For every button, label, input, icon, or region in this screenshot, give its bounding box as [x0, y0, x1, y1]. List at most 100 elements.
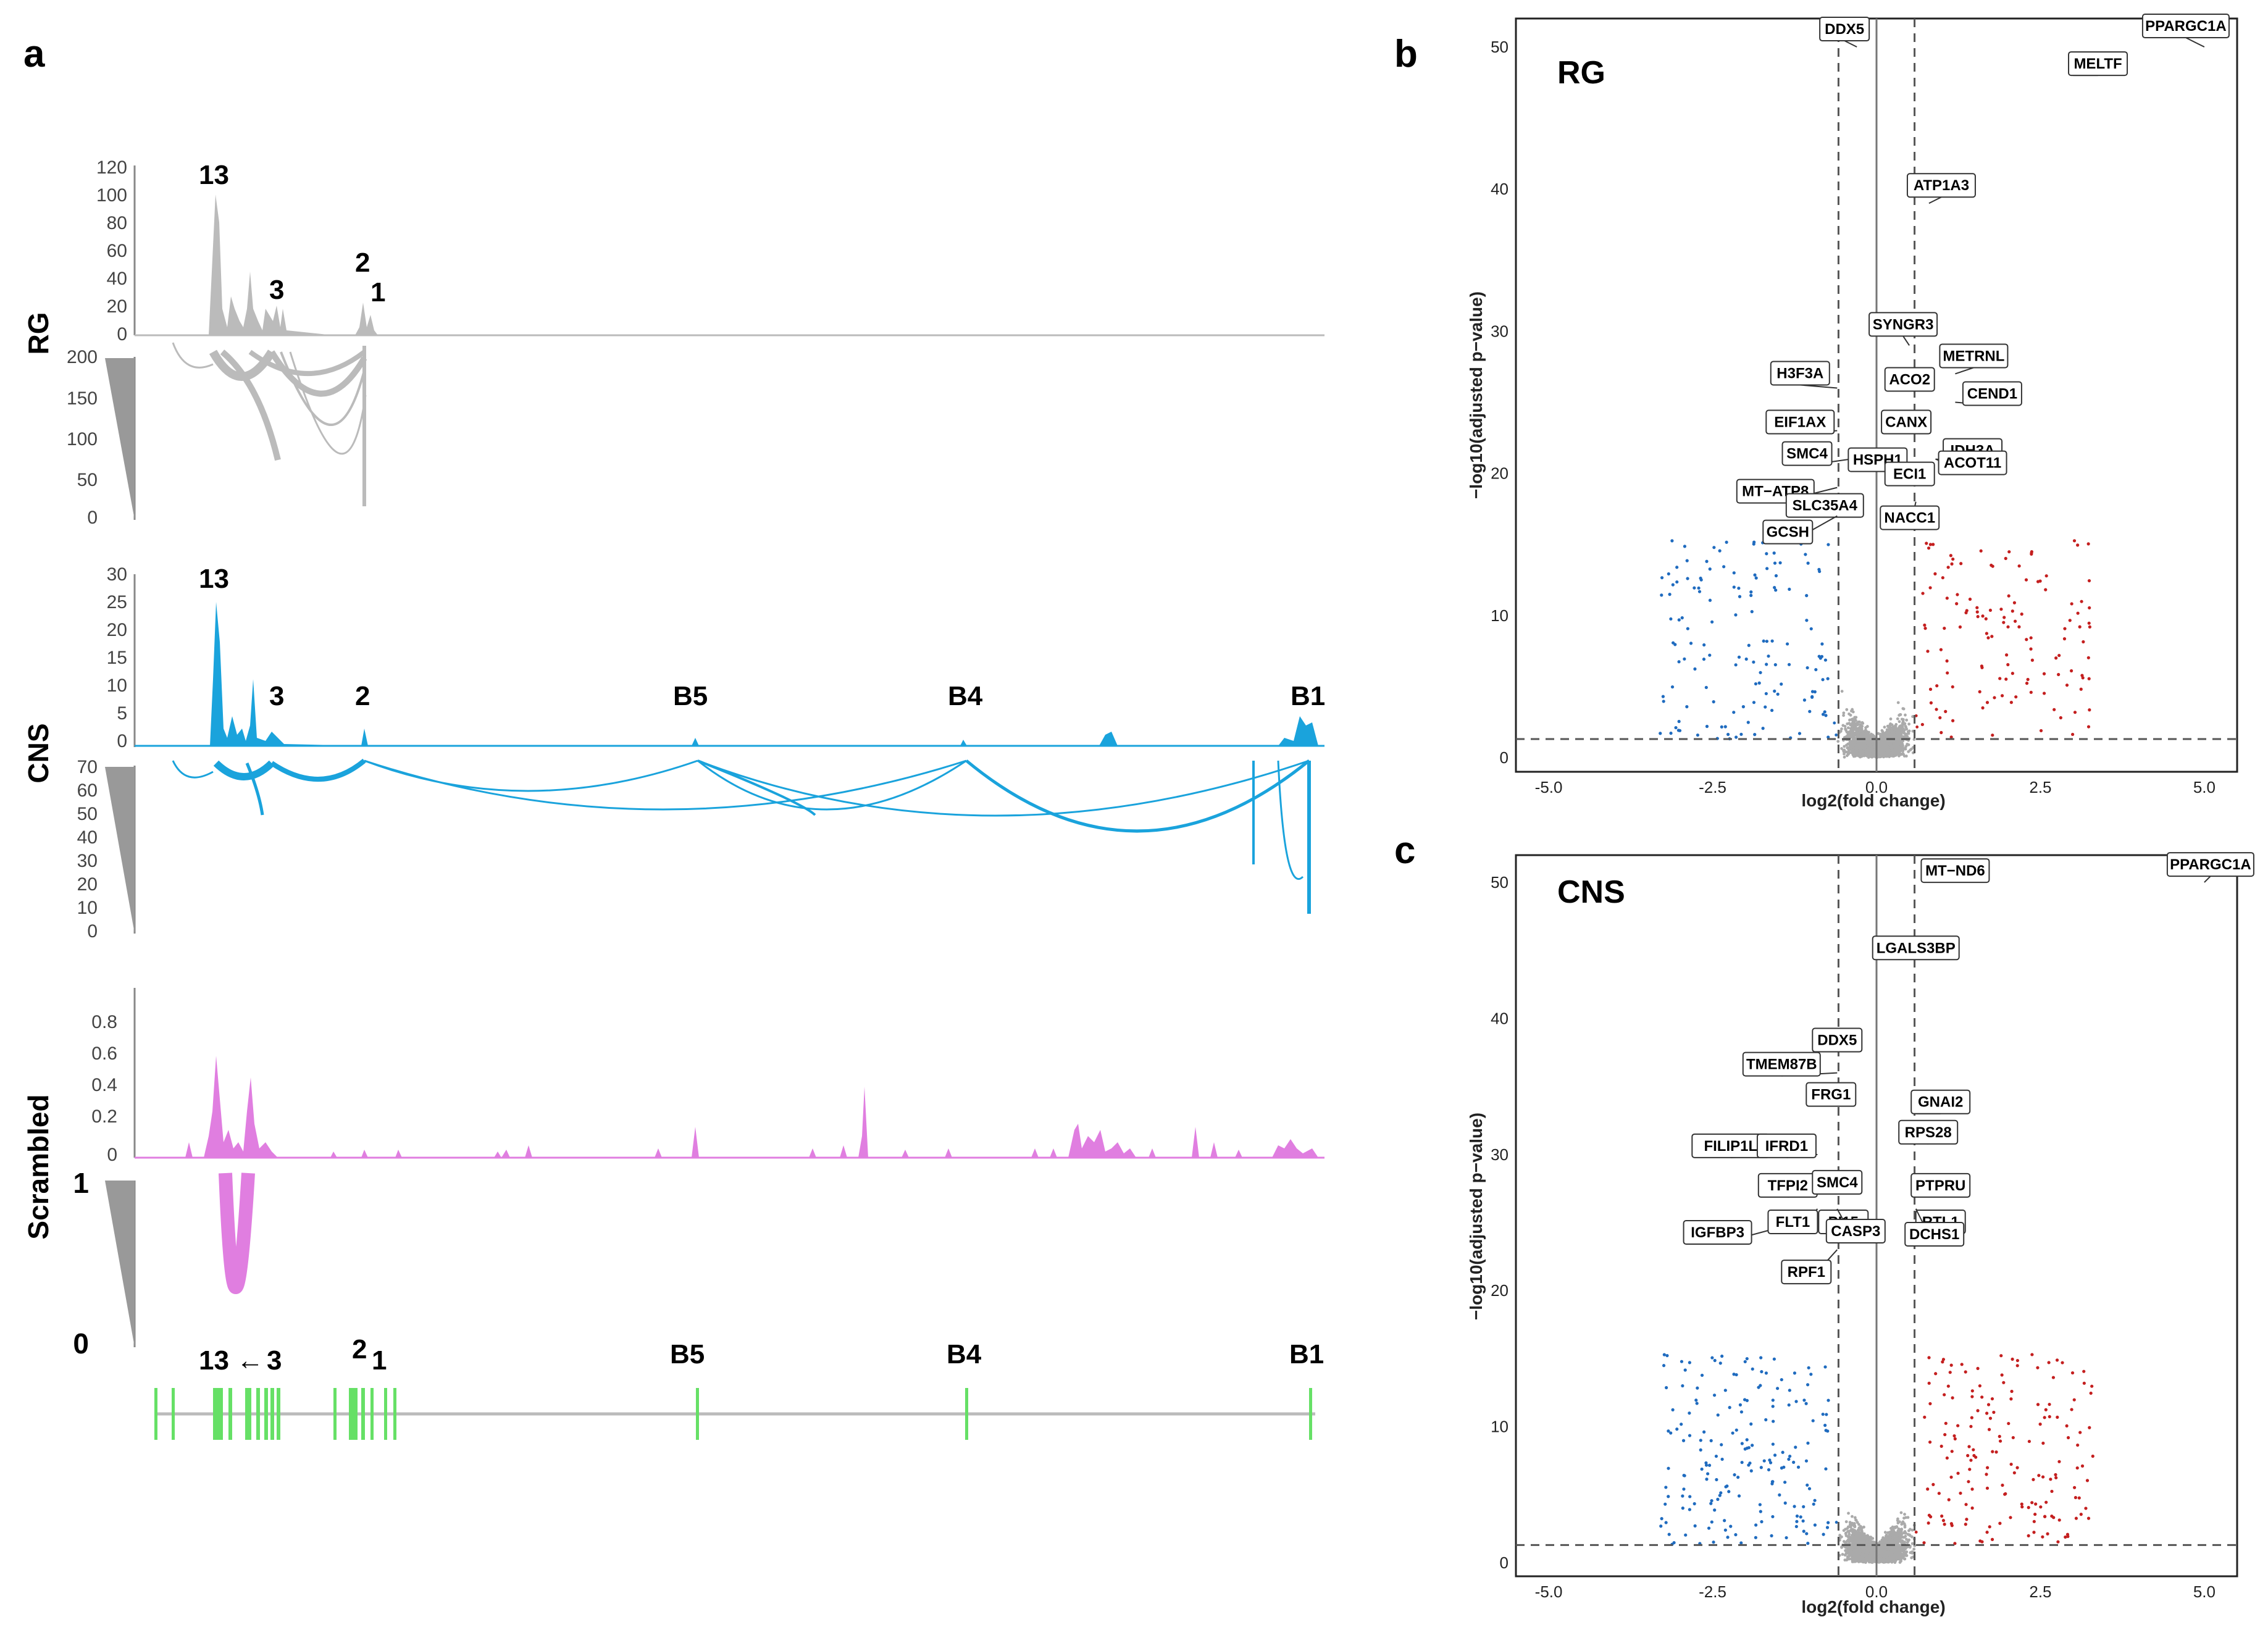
volcano-point: [2076, 543, 2080, 547]
volcano-point: [2013, 619, 2017, 623]
volcano-point: [1738, 595, 1742, 598]
volcano-point: [2044, 574, 2048, 578]
volcano-point: [1720, 725, 1723, 729]
volcano-point: [1958, 625, 1962, 629]
volcano-point: [2088, 625, 2092, 629]
volcano-point: [1984, 617, 1988, 621]
rg-ytick: 40: [1491, 180, 1509, 198]
volcano-point: [1712, 546, 1716, 550]
exon-block: [349, 1388, 358, 1440]
volcano-point: [1806, 666, 1809, 670]
volcano-point: [2086, 725, 2091, 729]
volcano-point: [2052, 708, 2056, 711]
track-label-scrambled: Scrambled: [22, 1094, 54, 1239]
volcano-point: [1943, 626, 1946, 630]
volcano-point: [1854, 718, 1857, 722]
rg-jtick: 150: [67, 388, 98, 409]
volcano-plot-rg: -5.0 -2.5 0.0 2.5 5.0 0 10 20 30 40 50 l…: [1467, 14, 2238, 810]
volcano-point: [2088, 606, 2091, 610]
volcano-rg-title: RG: [1557, 55, 1605, 91]
volcano-point: [1813, 690, 1817, 694]
volcano-point: [1702, 658, 1706, 661]
scr-jtick: 0: [73, 1327, 89, 1360]
volcano-point: [1817, 567, 1821, 571]
cns-tick: 0: [117, 731, 127, 751]
volcano-point: [1741, 704, 1745, 709]
volcano-point: [2087, 579, 2091, 583]
volcano-point: [1689, 642, 1693, 645]
exon-block: [245, 1388, 251, 1440]
volcano-point: [1685, 559, 1689, 562]
volcano-point: [2011, 672, 2014, 675]
volcano-point: [1840, 746, 1843, 750]
gene-label: DDX5: [1819, 17, 1870, 48]
volcano-point: [1906, 1516, 1910, 1519]
volcano-point: [1842, 711, 1846, 715]
volcano-point: [1986, 636, 1990, 640]
volcano-point: [1923, 627, 1927, 630]
volcano-point: [1851, 729, 1855, 732]
volcano-point: [1860, 754, 1864, 758]
volcano-point: [1951, 685, 1954, 689]
cns-junction-ticks: 70 60 50 40 30 20 10 0: [77, 757, 98, 942]
exon-blocks: [154, 1388, 1312, 1440]
volcano-point: [1951, 557, 1955, 561]
volcano-point: [1975, 610, 1979, 614]
volcano-point: [1749, 590, 1753, 594]
volcano-point: [1843, 724, 1847, 728]
volcano-point: [1659, 732, 1662, 735]
volcano-point: [1912, 1547, 1916, 1551]
volcano-point: [1981, 614, 1985, 618]
volcano-point: [1765, 567, 1769, 570]
volcano-point: [1896, 751, 1900, 755]
volcano-point: [2057, 672, 2061, 677]
volcano-point: [1950, 562, 1954, 566]
volcano-point: [1860, 735, 1863, 738]
volcano-point: [2068, 619, 2072, 622]
volcano-point: [2054, 656, 2058, 660]
exon-label: 1: [372, 1345, 387, 1376]
volcano-rg-xlabel: log2(fold change): [1801, 791, 1945, 810]
volcano-point: [1826, 677, 1830, 680]
volcano-point: [1849, 709, 1853, 713]
volcano-point: [2076, 611, 2080, 615]
gene-label: SMC4: [1781, 441, 1851, 466]
cns-jtick: 60: [77, 780, 98, 801]
cns-coverage-area: [204, 602, 1318, 746]
track-label-cns: CNS: [22, 723, 54, 783]
volcano-point: [1750, 610, 1754, 614]
volcano-point: [2002, 621, 2006, 624]
exon-label: 3: [267, 1345, 282, 1376]
volcano-point: [1871, 754, 1875, 757]
rg-xtick: -2.5: [1699, 778, 1726, 796]
rg-ytick: 20: [1491, 464, 1509, 483]
volcano-point: [1726, 732, 1730, 737]
volcano-point: [1753, 573, 1757, 577]
volcano-point: [2030, 552, 2033, 556]
exon-block: [965, 1388, 968, 1440]
volcano-point: [1848, 739, 1852, 743]
track-label-rg: RG: [22, 312, 54, 355]
cns-jtick: 40: [77, 827, 98, 848]
volcano-point: [1883, 725, 1886, 729]
volcano-point: [2004, 556, 2007, 561]
volcano-point: [1732, 571, 1736, 575]
rg-tick: 120: [96, 157, 127, 178]
volcano-point: [2014, 695, 2018, 699]
volcano-point: [2080, 600, 2083, 603]
cns-peak-label: B1: [1291, 681, 1325, 711]
rg-jtick: 100: [67, 429, 98, 449]
volcano-point: [1902, 735, 1906, 738]
cns-arc: [364, 759, 967, 811]
volcano-point: [1696, 733, 1700, 737]
volcano-point: [1907, 750, 1910, 753]
volcano-point: [1844, 729, 1848, 732]
volcano-point: [1835, 733, 1838, 737]
volcano-point: [1732, 711, 1736, 714]
exon-block: [696, 1388, 699, 1440]
volcano-point: [2038, 579, 2042, 583]
volcano-point: [1890, 729, 1894, 732]
volcano-point: [1880, 729, 1884, 732]
volcano-point: [1905, 732, 1909, 736]
track-scrambled: Scrambled 0.8 0.6 0.4 0.2 0 1 0: [22, 988, 1324, 1360]
